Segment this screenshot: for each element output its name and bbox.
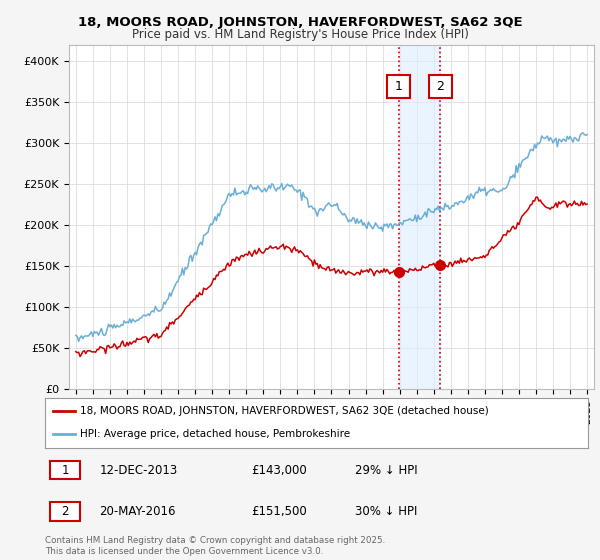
- Text: 2: 2: [62, 505, 69, 518]
- Text: 18, MOORS ROAD, JOHNSTON, HAVERFORDWEST, SA62 3QE (detached house): 18, MOORS ROAD, JOHNSTON, HAVERFORDWEST,…: [80, 406, 489, 416]
- Text: 1: 1: [62, 464, 69, 477]
- Text: 20-MAY-2016: 20-MAY-2016: [100, 505, 176, 518]
- Text: £143,000: £143,000: [251, 464, 307, 477]
- Text: Price paid vs. HM Land Registry's House Price Index (HPI): Price paid vs. HM Land Registry's House …: [131, 28, 469, 41]
- Text: Contains HM Land Registry data © Crown copyright and database right 2025.
This d: Contains HM Land Registry data © Crown c…: [45, 536, 385, 556]
- Text: 2: 2: [436, 80, 444, 93]
- Text: £151,500: £151,500: [251, 505, 307, 518]
- Text: 18, MOORS ROAD, JOHNSTON, HAVERFORDWEST, SA62 3QE: 18, MOORS ROAD, JOHNSTON, HAVERFORDWEST,…: [77, 16, 523, 29]
- Text: 12-DEC-2013: 12-DEC-2013: [100, 464, 178, 477]
- Text: 30% ↓ HPI: 30% ↓ HPI: [355, 505, 417, 518]
- Text: 1: 1: [395, 80, 403, 93]
- Text: HPI: Average price, detached house, Pembrokeshire: HPI: Average price, detached house, Pemb…: [80, 430, 350, 440]
- FancyBboxPatch shape: [50, 461, 80, 479]
- FancyBboxPatch shape: [50, 502, 80, 521]
- Bar: [399, 45, 440, 389]
- Text: 29% ↓ HPI: 29% ↓ HPI: [355, 464, 417, 477]
